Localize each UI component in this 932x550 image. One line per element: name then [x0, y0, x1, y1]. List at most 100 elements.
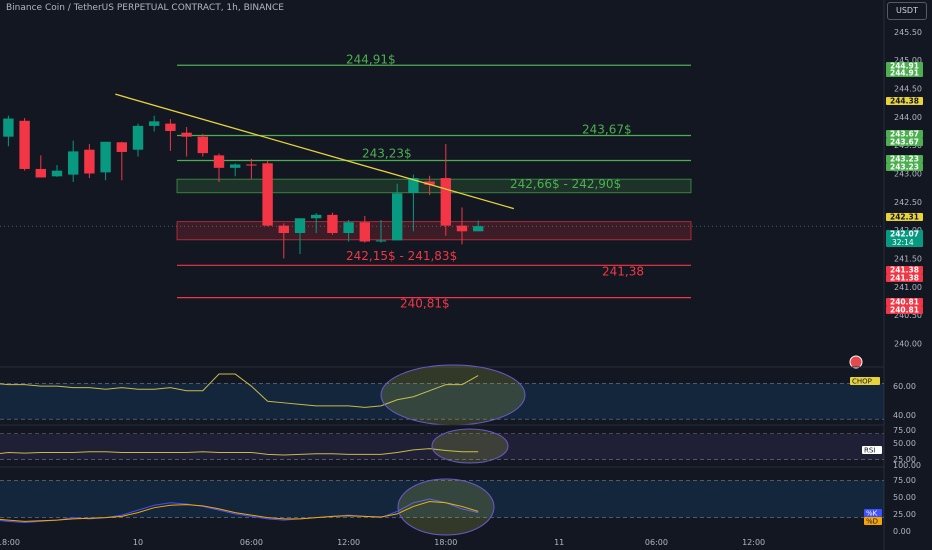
indicator-tick-label: 0.00 — [893, 527, 911, 536]
indicator-band — [0, 480, 884, 518]
time-axis-label: 18:00 — [434, 538, 457, 547]
candle-body — [197, 136, 208, 154]
candle-body — [473, 226, 484, 232]
candle-body — [149, 121, 160, 126]
price-tick-label: 241.50 — [894, 255, 922, 264]
indicator-tick-label: 40.00 — [893, 411, 916, 420]
price-tag — [886, 266, 923, 274]
price-tick-label: 242.50 — [894, 198, 922, 207]
price-tag — [886, 213, 923, 221]
price-tick-label: 245.50 — [894, 28, 922, 37]
candle-body — [327, 214, 338, 233]
candle-body — [84, 149, 95, 174]
candle-body — [343, 222, 354, 233]
level-label: 244,91$ — [346, 52, 396, 66]
price-tag-label: 242.07 — [890, 230, 919, 239]
price-tag-label: 242.31 — [890, 213, 919, 222]
price-tick-label: 240.00 — [894, 340, 922, 349]
highlight-ellipse — [380, 364, 526, 426]
indicator-name-tag — [862, 446, 882, 454]
price-tag-countdown: 32:14 — [892, 238, 914, 247]
price-tick-label: 240.50 — [894, 311, 922, 320]
candle-body — [3, 118, 14, 137]
d-line — [0, 500, 479, 522]
candle-body — [440, 178, 451, 226]
candle-body — [392, 193, 403, 241]
candle-body — [278, 225, 289, 233]
price-tag-label: 240.81 — [890, 306, 919, 315]
level-label: 241,38 — [602, 264, 644, 278]
indicator-line — [0, 448, 479, 456]
candle-body — [311, 214, 322, 219]
price-tag-label: 243.23 — [890, 155, 919, 164]
candle-body — [359, 222, 370, 242]
indicator-tick-label: 60.00 — [893, 382, 916, 391]
price-tag — [886, 274, 923, 282]
candle-body — [19, 120, 30, 169]
time-axis-label: 10 — [133, 538, 143, 547]
candle-body — [35, 168, 46, 178]
price-tick-label: 243.00 — [894, 170, 922, 179]
time-axis-label: 11 — [554, 538, 564, 547]
level-label: 243,67$ — [582, 123, 632, 137]
price-tag-label: 244.91 — [890, 69, 919, 78]
indicator-name-tag — [864, 509, 882, 517]
indicator-name-label: %K — [866, 510, 878, 518]
candle-body — [68, 151, 79, 175]
price-tag-label: 243.23 — [890, 163, 919, 172]
price-tag-label: 240.81 — [890, 298, 919, 307]
indicator-line — [0, 373, 479, 408]
price-tag — [886, 69, 923, 77]
indicator-tick-label: 50.00 — [893, 493, 916, 502]
candle-body — [132, 125, 144, 150]
price-tag-label: 243.67 — [890, 138, 919, 147]
chart-header-title: Binance Coin / TetherUS PERPETUAL CONTRA… — [6, 3, 284, 13]
price-tag — [886, 163, 923, 171]
time-axis-label: 18:00 — [0, 538, 20, 547]
candle-body — [408, 178, 419, 193]
currency-button[interactable]: USDT — [887, 2, 927, 20]
price-tag — [886, 230, 923, 247]
level-label: 240,81$ — [400, 297, 450, 311]
price-tag — [886, 306, 923, 314]
indicator-tick-label: 75.00 — [893, 426, 916, 435]
candle-body — [181, 132, 192, 137]
alert-icon — [849, 355, 863, 369]
price-zone — [176, 221, 692, 241]
candle-body — [424, 181, 435, 185]
time-axis-label: 12:00 — [337, 538, 360, 547]
candle-body — [375, 240, 387, 242]
price-tag — [886, 130, 923, 138]
price-tick-label: 241.00 — [894, 283, 922, 292]
highlight-ellipse — [431, 428, 509, 464]
candle-body — [230, 164, 241, 168]
candle-body — [262, 163, 273, 226]
indicator-name-label: CHOP — [852, 378, 872, 386]
candle-body — [51, 170, 63, 177]
indicator-tick-label: 50.00 — [893, 439, 916, 448]
price-tick-label: 244.00 — [894, 113, 922, 122]
candle-body — [246, 164, 257, 166]
price-tag — [886, 298, 923, 306]
price-tag-label: 244.91 — [890, 62, 919, 71]
candle-body — [165, 123, 176, 131]
indicator-tick-label: 25.00 — [893, 455, 916, 464]
time-axis-label: 06:00 — [645, 538, 668, 547]
price-tag-label: 241.38 — [890, 274, 919, 283]
indicator-name-label: RSI — [864, 447, 875, 455]
price-tag — [886, 62, 923, 70]
indicator-band — [0, 433, 884, 460]
time-axis-label: 12:00 — [742, 538, 765, 547]
level-label: 243,23$ — [362, 146, 412, 160]
candle-body — [294, 218, 306, 233]
zone-label: 242,15$ - 241,83$ — [346, 249, 457, 263]
price-tick-label: 245.00 — [894, 56, 922, 65]
time-axis-label: 06:00 — [240, 538, 263, 547]
price-tag-label: 241.38 — [890, 266, 919, 275]
indicator-name-tag — [864, 517, 882, 525]
trendline — [115, 93, 515, 210]
zone-label: 242,66$ - 242,90$ — [510, 177, 621, 191]
price-tag — [886, 97, 923, 105]
price-tag — [886, 155, 923, 163]
